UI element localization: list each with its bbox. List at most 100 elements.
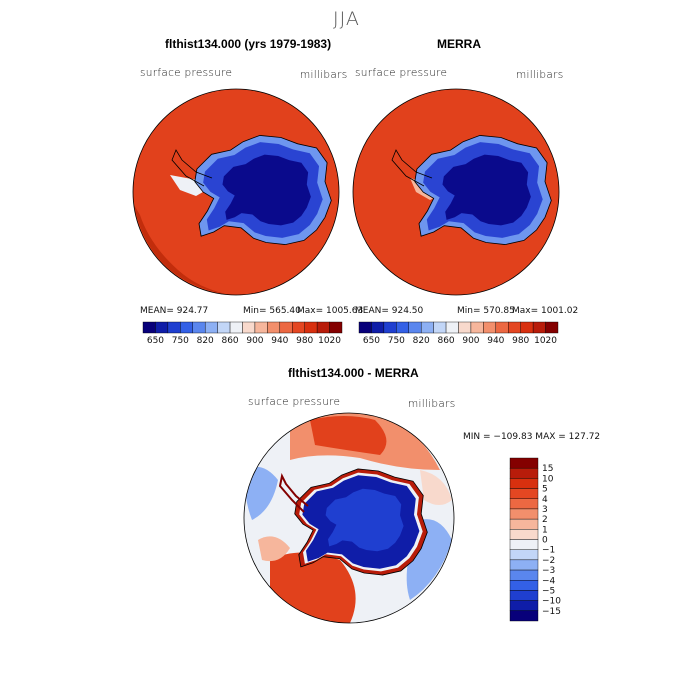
colorbar-panel-1-swatch [192,321,206,334]
colorbar-panel-1-tick-label: 650 [147,336,164,346]
colorbar-difference-swatch [509,590,539,601]
figure-title: JJA [333,8,360,30]
colorbar-panel-1-swatch [229,321,243,334]
colorbar-panel-1-tick-label: 1020 [318,336,341,346]
colorbar-panel-1-tick-label: 980 [296,336,313,346]
panel-1-peninsula-coast [171,149,213,187]
colorbar-panel-2-swatch [396,321,409,334]
colorbar-difference-tick-label: −4 [542,576,556,586]
panel-2-map [353,89,559,295]
colorbar-panel-2-swatch [520,321,534,334]
colorbar-difference-swatch [509,610,539,622]
colorbar-panel-1-swatch [267,321,281,334]
colorbar-panel-1-tick-label: 900 [246,336,263,346]
colorbar-panel-1-swatch [292,321,305,334]
colorbar-panel-2-tick-label: 1020 [534,336,557,346]
panel-3-bottom-light [258,536,290,562]
panel-1-max: Max= 1005.63 [297,306,364,316]
panel-3-minmax: MIN = −109.83 MAX = 127.72 [463,432,601,442]
panel-1-title: flthist134.000 (yrs 1979-1983) [165,37,332,51]
panel-2-units-label: millibars [516,69,564,81]
panel-2-peninsula-coast [391,149,433,187]
colorbar-panel-1-swatch [204,321,218,334]
colorbar-panel-1-swatch [167,321,181,334]
colorbar-difference-tick-label: 1 [542,525,548,535]
panel-2-variable-label: surface pressure [355,67,448,79]
colorbar-difference-swatch [509,559,539,571]
colorbar-panel-1: 650 750 820 860 900 940 980 1020 [142,321,343,346]
colorbar-panel-1-swatch [180,321,193,334]
colorbar-panel-1-tick-label: 940 [271,336,288,346]
colorbar-difference-tick-label: −3 [542,566,555,576]
colorbar-difference-tick-label: 3 [542,505,548,515]
colorbar-difference-tick-label: 4 [542,495,548,505]
panel-3-variable-label: surface pressure [248,396,341,408]
colorbar-panel-1-swatch [155,321,169,334]
colorbar-panel-2-tick-label: 900 [462,336,479,346]
colorbar-difference-tick-label: −10 [542,597,561,607]
colorbar-difference-tick-label: 2 [542,515,548,525]
panel-1-map [133,89,339,295]
colorbar-panel-1-swatch [142,321,156,334]
panel-2-border [352,88,560,296]
colorbar-panel-1-swatch [279,321,293,334]
colorbar-panel-1-swatch [242,321,256,334]
colorbar-panel-2-tick-label: 980 [512,336,529,346]
colorbar-difference-swatch [509,600,539,612]
panel-1-min: Min= 565.40 [243,306,301,316]
colorbar-panel-2-swatch [358,321,372,334]
panel-2-mean: MEAN= 924.50 [355,306,424,316]
colorbar-panel-2-swatch [408,321,422,334]
colorbar-panel-2-swatch [433,321,447,334]
colorbar-panel-1-swatch [304,321,318,334]
colorbar-panel-1-swatch [254,321,268,334]
colorbar-panel-1-tick-label: 750 [172,336,189,346]
panel-1-mean: MEAN= 924.77 [140,306,209,316]
colorbar-panel-2: 650 750 820 860 900 940 980 1020 [358,321,559,346]
panel-3-peninsula-coast [278,472,309,513]
colorbar-panel-2-tick-label: 750 [388,336,405,346]
colorbar-difference-swatch [509,498,539,510]
panel-1-units-label: millibars [300,69,348,81]
panel-3-map [244,413,454,623]
colorbar-difference-swatch [509,508,539,520]
panel-3-top-strong [310,416,387,455]
colorbar-panel-2-swatch [383,321,397,334]
colorbar-panel-2-swatch [508,321,521,334]
colorbar-panel-2-swatch [371,321,385,334]
panel-3-units-label: millibars [408,398,456,410]
colorbar-difference-swatch [509,457,539,469]
colorbar-panel-2-swatch [495,321,509,334]
colorbar-difference-swatch [509,539,539,550]
colorbar-panel-2-swatch [532,321,546,334]
colorbar-panel-1-swatch [329,321,343,334]
colorbar-difference-swatch [509,549,539,561]
colorbar-panel-2-swatch [470,321,484,334]
colorbar-panel-2-tick-label: 820 [413,336,430,346]
panel-2-title: MERRA [437,37,481,51]
colorbar-panel-1-swatch [217,321,231,334]
colorbar-difference-swatch [509,569,539,581]
panel-2-max: Max= 1001.02 [512,306,579,316]
panel-1-variable-label: surface pressure [140,67,233,79]
colorbar-difference-swatch [509,529,539,540]
colorbar-difference-tick-label: 0 [542,536,548,546]
colorbar-difference-tick-label: −15 [542,607,561,617]
colorbar-difference-swatch [509,488,539,499]
panel-1-border [132,88,340,296]
colorbar-difference-tick-label: 5 [542,485,548,495]
colorbar-panel-2-tick-label: 860 [437,336,454,346]
colorbar-difference-tick-label: 10 [542,474,554,484]
panel-1-dark-crescent [134,205,236,295]
colorbar-difference-swatch [509,518,539,530]
colorbar-panel-1-swatch [316,321,330,334]
colorbar-panel-2-swatch [420,321,434,334]
panel-2-min: Min= 570.85 [457,306,515,316]
colorbar-difference-tick-label: −1 [542,546,555,556]
panel-1-peninsula-white [170,175,210,196]
colorbar-difference-tick-label: 15 [542,464,553,474]
colorbar-difference-swatch [509,580,539,591]
colorbar-panel-2-swatch [545,321,559,334]
